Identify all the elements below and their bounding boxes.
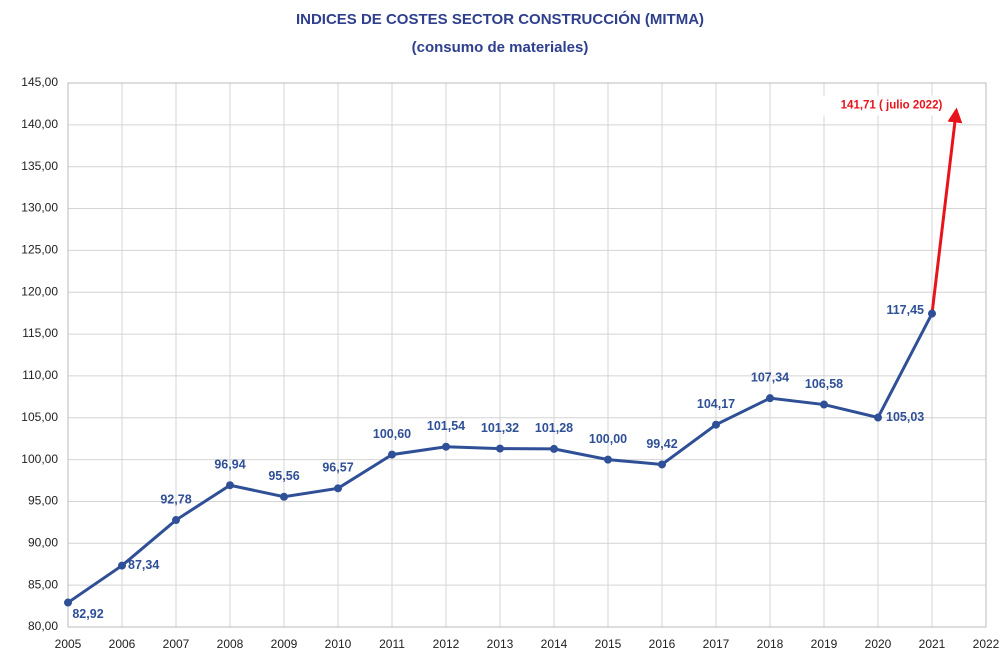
data-label: 104,17 bbox=[697, 397, 735, 411]
x-tick-label: 2008 bbox=[217, 637, 244, 651]
data-point bbox=[334, 484, 342, 493]
data-point bbox=[712, 420, 720, 429]
data-point bbox=[442, 442, 450, 451]
x-tick-label: 2016 bbox=[649, 637, 676, 651]
y-tick-label: 125,00 bbox=[21, 243, 58, 257]
data-label: 117,45 bbox=[886, 303, 924, 317]
x-tick-label: 2021 bbox=[919, 637, 946, 651]
data-label: 105,03 bbox=[886, 410, 924, 424]
chart-subtitle: (consumo de materiales) bbox=[412, 39, 589, 56]
data-point bbox=[928, 309, 936, 318]
data-point bbox=[874, 413, 882, 422]
x-tick-label: 2018 bbox=[757, 637, 784, 651]
data-point bbox=[388, 450, 396, 459]
x-tick-label: 2007 bbox=[163, 637, 190, 651]
data-label: 99,42 bbox=[646, 437, 677, 451]
x-tick-label: 2022 bbox=[973, 637, 1000, 651]
data-point bbox=[280, 492, 288, 501]
y-tick-label: 145,00 bbox=[21, 75, 58, 89]
data-point bbox=[604, 455, 612, 464]
data-label: 101,54 bbox=[427, 419, 465, 433]
chart-title: INDICES DE COSTES SECTOR CONSTRUCCIÓN (M… bbox=[296, 10, 704, 28]
data-point bbox=[172, 516, 180, 525]
x-tick-label: 2009 bbox=[271, 637, 298, 651]
annotation-label: 141,71 ( julio 2022) bbox=[841, 100, 943, 112]
annotation-bg bbox=[814, 95, 945, 116]
data-point bbox=[496, 444, 504, 453]
x-tick-label: 2010 bbox=[325, 637, 352, 651]
y-tick-label: 95,00 bbox=[28, 494, 58, 508]
x-tick-label: 2015 bbox=[595, 637, 622, 651]
y-tick-label: 105,00 bbox=[21, 410, 58, 424]
y-tick-label: 100,00 bbox=[21, 452, 58, 466]
data-label: 100,60 bbox=[373, 427, 411, 441]
y-tick-label: 80,00 bbox=[28, 619, 58, 633]
y-tick-label: 85,00 bbox=[28, 577, 58, 591]
data-label: 106,58 bbox=[805, 377, 843, 391]
data-label: 95,56 bbox=[268, 469, 299, 483]
data-label: 96,94 bbox=[214, 458, 245, 472]
x-tick-label: 2012 bbox=[433, 637, 460, 651]
data-point bbox=[118, 561, 126, 570]
y-tick-label: 115,00 bbox=[22, 326, 58, 340]
data-label: 101,32 bbox=[481, 421, 519, 435]
data-label: 107,34 bbox=[751, 370, 789, 384]
data-label: 101,28 bbox=[535, 421, 573, 435]
x-tick-label: 2011 bbox=[379, 637, 405, 651]
data-label: 87,34 bbox=[128, 558, 159, 572]
data-point bbox=[226, 481, 234, 490]
plot-border bbox=[67, 82, 987, 628]
annotation-arrow bbox=[930, 107, 963, 314]
y-tick-label: 140,00 bbox=[21, 117, 58, 131]
data-point bbox=[550, 444, 558, 453]
y-tick-label: 90,00 bbox=[28, 535, 58, 549]
x-tick-label: 2019 bbox=[811, 637, 838, 651]
x-tick-label: 2014 bbox=[541, 637, 568, 651]
x-tick-label: 2017 bbox=[703, 637, 730, 651]
y-tick-label: 110,00 bbox=[22, 368, 58, 382]
data-label: 100,00 bbox=[589, 432, 627, 446]
x-tick-label: 2005 bbox=[55, 637, 82, 651]
x-tick-label: 2006 bbox=[109, 637, 136, 651]
x-tick-label: 2013 bbox=[487, 637, 514, 651]
data-label: 82,92 bbox=[72, 607, 103, 621]
y-tick-label: 135,00 bbox=[21, 159, 58, 173]
data-point bbox=[64, 598, 72, 607]
data-point bbox=[766, 394, 774, 403]
y-tick-label: 130,00 bbox=[21, 201, 58, 215]
x-tick-label: 2020 bbox=[865, 637, 892, 651]
data-point bbox=[658, 460, 666, 469]
data-label: 92,78 bbox=[160, 492, 191, 506]
data-label: 96,57 bbox=[322, 461, 353, 475]
data-point bbox=[820, 400, 828, 409]
y-tick-label: 120,00 bbox=[21, 284, 58, 298]
